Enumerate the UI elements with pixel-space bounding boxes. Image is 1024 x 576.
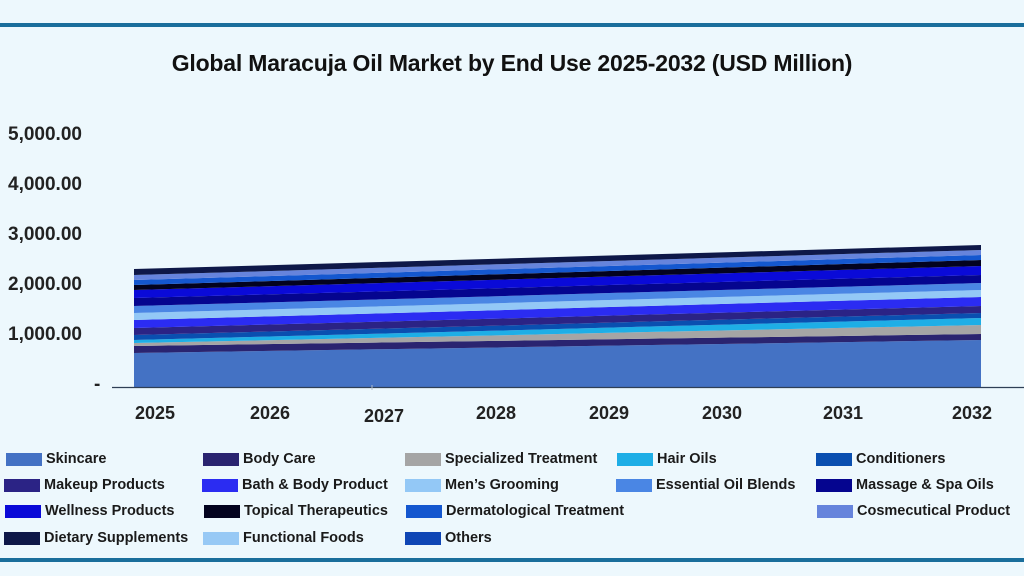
- y-tick-label: 3,000.00: [8, 224, 82, 245]
- legend-label: Massage & Spa Oils: [856, 477, 994, 493]
- x-tick-label: 2029: [588, 403, 630, 423]
- area-layer-body-care: [134, 334, 981, 353]
- legend-swatch: [817, 504, 853, 518]
- legend-label: Makeup Products: [44, 477, 165, 493]
- x-tick-label: 2026: [249, 403, 291, 423]
- legend-item: Functional Foods: [203, 528, 364, 548]
- legend-label: Body Care: [243, 451, 316, 467]
- area-layer-topical-therapeutics: [134, 260, 981, 290]
- legend-swatch: [405, 452, 441, 466]
- legend-item: Massage & Spa Oils: [816, 475, 994, 495]
- legend-swatch: [203, 452, 239, 466]
- legend-item: Specialized Treatment: [405, 449, 597, 469]
- legend-label: Specialized Treatment: [445, 451, 598, 467]
- legend-label: Cosmecutical Product: [857, 503, 1011, 519]
- y-tick-label: 1,000.00: [8, 324, 82, 345]
- legend-label: Skincare: [46, 451, 107, 467]
- legend-swatch: [816, 478, 852, 492]
- legend-item: Body Care: [203, 449, 316, 469]
- x-tick-label: 2027: [363, 406, 405, 426]
- legend-swatch: [616, 478, 652, 492]
- legend-label: Conditioners: [856, 451, 946, 467]
- legend-item: Cosmecutical Product: [817, 501, 1010, 521]
- legend-swatch: [5, 504, 41, 518]
- legend-label: Hair Oils: [657, 451, 717, 467]
- legend-item: Topical Therapeutics: [204, 501, 388, 521]
- legend-item: Others: [405, 528, 492, 548]
- legend-item: Makeup Products: [4, 475, 165, 495]
- legend-item: Wellness Products: [5, 501, 174, 521]
- legend-swatch: [406, 504, 442, 518]
- x-tick-label: 2032: [951, 403, 993, 423]
- area-layer-skincare: [134, 340, 981, 387]
- legend-swatch: [816, 452, 852, 466]
- legend-item: Dietary Supplements: [4, 528, 188, 548]
- area-layer-specialized-treatment: [134, 325, 981, 346]
- area-layer-makeup-products: [134, 306, 981, 335]
- area-layer-men-s-grooming: [134, 290, 981, 320]
- legend-swatch: [204, 504, 240, 518]
- legend-swatch: [4, 531, 40, 545]
- legend-label: Topical Therapeutics: [244, 503, 388, 519]
- legend-item: Dermatological Treatment: [406, 501, 624, 521]
- area-layer-essential-oil-blends: [134, 283, 981, 313]
- legend-label: Dermatological Treatment: [446, 503, 625, 519]
- area-layer-dietary-supplements: [134, 245, 981, 275]
- x-tick-label: 2030: [701, 403, 743, 423]
- chart-title: Global Maracuja Oil Market by End Use 20…: [171, 50, 853, 76]
- legend-label: Functional Foods: [243, 530, 364, 546]
- y-tick-label: -: [94, 374, 101, 395]
- legend-label: Men’s Grooming: [445, 477, 559, 493]
- area-layer-wellness-products: [134, 266, 981, 298]
- x-tick-label: 2028: [475, 403, 517, 423]
- y-tick-label: 5,000.00: [8, 124, 82, 145]
- legend-swatch: [617, 452, 653, 466]
- legend-item: Essential Oil Blends: [616, 475, 795, 495]
- x-tick-label: 2025: [134, 403, 176, 423]
- legend-item: Hair Oils: [617, 449, 717, 469]
- legend-label: Others: [445, 530, 492, 546]
- area-layer-massage-spa-oils: [134, 275, 981, 306]
- area-layer-cosmecutical-product: [134, 250, 981, 280]
- legend-swatch: [405, 478, 441, 492]
- bottom-divider: [0, 558, 1024, 562]
- legend-label: Wellness Products: [45, 503, 175, 519]
- legend-label: Bath & Body Product: [242, 477, 388, 493]
- legend-item: Bath & Body Product: [202, 475, 388, 495]
- area-layer-hair-oils: [134, 318, 981, 343]
- y-tick-label: 4,000.00: [8, 174, 82, 195]
- legend-swatch: [203, 531, 239, 545]
- y-tick-label: 2,000.00: [8, 274, 82, 295]
- legend-swatch: [202, 478, 238, 492]
- area-layer-bath-body-product: [134, 297, 981, 328]
- legend-swatch: [6, 452, 42, 466]
- legend-swatch: [405, 531, 441, 545]
- legend-item: Skincare: [6, 449, 106, 469]
- top-divider: [0, 23, 1024, 27]
- legend-label: Essential Oil Blends: [656, 477, 796, 493]
- legend-swatch: [4, 478, 40, 492]
- legend-label: Dietary Supplements: [44, 530, 189, 546]
- area-layers: [134, 245, 981, 387]
- area-layer-dermatological-treatment: [134, 255, 981, 285]
- legend-item: Conditioners: [816, 449, 945, 469]
- area-layer-conditioners: [134, 313, 981, 340]
- x-tick-label: 2031: [822, 403, 864, 423]
- legend-item: Men’s Grooming: [405, 475, 559, 495]
